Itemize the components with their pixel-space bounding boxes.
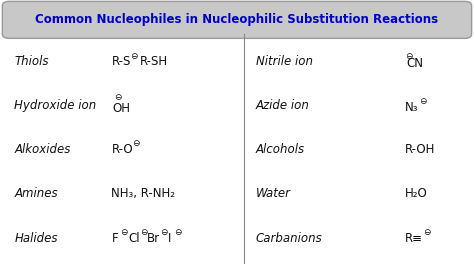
Text: ⊖: ⊖ [120,229,128,237]
Text: Br: Br [147,232,160,245]
Text: ⊖: ⊖ [114,93,121,102]
Text: Azide ion: Azide ion [256,99,310,112]
Text: Water: Water [256,187,291,200]
Text: R-O: R-O [111,143,133,156]
Text: Carbanions: Carbanions [256,232,323,245]
FancyBboxPatch shape [2,1,472,38]
Text: Alcohols: Alcohols [256,143,305,156]
Text: ⊖: ⊖ [419,97,427,106]
Text: NH₃, R-NH₂: NH₃, R-NH₂ [111,187,175,200]
Text: H₂O: H₂O [405,187,428,200]
Text: Cl: Cl [128,232,140,245]
Text: Thiols: Thiols [14,55,49,68]
Text: Common Nucleophiles in Nucleophilic Substitution Reactions: Common Nucleophiles in Nucleophilic Subs… [36,13,438,26]
Text: R-S: R-S [111,55,131,68]
Text: Nitrile ion: Nitrile ion [256,55,313,68]
Text: Halides: Halides [14,232,58,245]
Text: ⊖: ⊖ [405,52,413,61]
Text: F: F [111,232,118,245]
Text: Amines: Amines [14,187,58,200]
Text: I: I [168,232,171,245]
Text: ⊖: ⊖ [130,52,138,61]
Text: R-OH: R-OH [405,143,436,156]
Text: Alkoxides: Alkoxides [14,143,71,156]
Text: R≡: R≡ [405,232,423,245]
Text: Hydroxide ion: Hydroxide ion [14,99,97,112]
Text: R-SH: R-SH [140,55,168,68]
Text: ⊖: ⊖ [132,139,139,148]
Text: OH: OH [112,102,130,115]
Text: ⊖: ⊖ [423,229,431,237]
Text: N₃: N₃ [405,101,419,114]
Text: CN: CN [407,56,424,70]
Text: ⊖: ⊖ [140,229,147,237]
Text: ⊖: ⊖ [174,229,182,237]
Text: ⊖: ⊖ [160,229,167,237]
